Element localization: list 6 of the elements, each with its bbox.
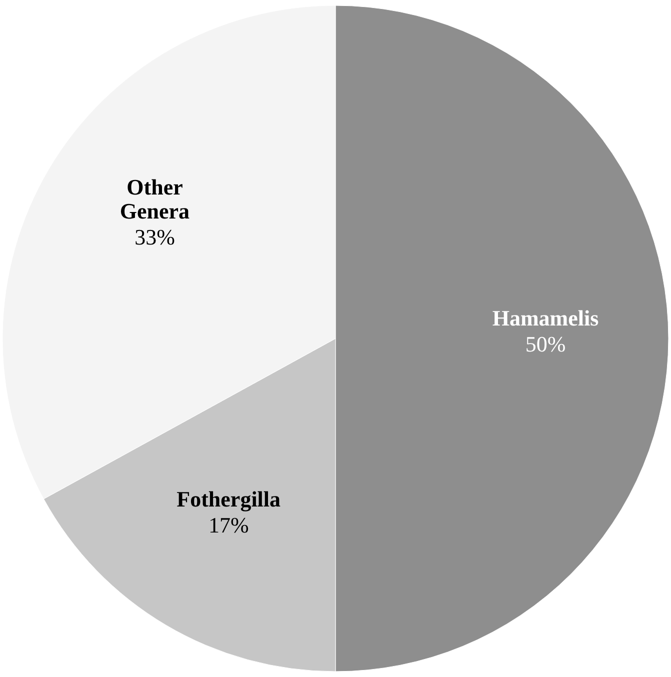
data-label: 33% [134, 224, 175, 250]
data-label: 50% [525, 332, 566, 356]
data-label: 17% [208, 512, 249, 538]
slice-label: Fothergilla [176, 486, 281, 512]
slice-label: Hamamelis [492, 306, 600, 330]
slice-label: Other Genera [120, 174, 190, 224]
